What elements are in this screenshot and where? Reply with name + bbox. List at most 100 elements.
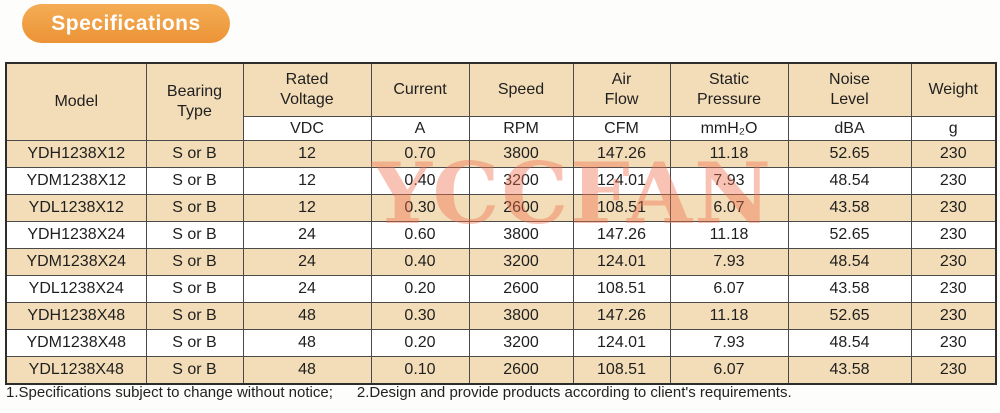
cell-noise-level: 52.65 [787, 302, 912, 330]
cell-air-flow: 124.01 [572, 248, 671, 276]
cell-noise-level: 48.54 [787, 329, 912, 357]
cell-static-pressure: 11.18 [669, 302, 789, 330]
cell-rated-voltage: 48 [242, 356, 372, 385]
cell-speed: 3800 [468, 140, 574, 168]
unit-header-air-flow: CFM [572, 116, 671, 141]
cell-bearing-type: S or B [145, 194, 244, 222]
cell-model: YDH1238X24 [5, 221, 147, 249]
cell-air-flow: 147.26 [572, 221, 671, 249]
unit-header-speed: RPM [468, 116, 574, 141]
cell-model: YDL1238X24 [5, 275, 147, 303]
column-header-air-flow: Air Flow [572, 62, 671, 117]
cell-model: YDH1238X12 [5, 140, 147, 168]
cell-bearing-type: S or B [145, 221, 244, 249]
cell-weight: 230 [910, 140, 997, 168]
cell-speed: 3800 [468, 302, 574, 330]
specifications-table: Model Bearing Type Rated Voltage Current Spe… [5, 62, 997, 385]
column-header-model: Model [5, 62, 147, 141]
table-row: YDL1238X24 S or B 24 0.20 2600 108.51 6.07 43.5… [5, 275, 997, 303]
table-row: YDL1238X12 S or B 12 0.30 2600 108.51 6.07 43.5… [5, 194, 997, 222]
cell-air-flow: 108.51 [572, 194, 671, 222]
cell-weight: 230 [910, 248, 997, 276]
cell-current: 0.40 [370, 248, 470, 276]
unit-header-weight: g [910, 116, 997, 141]
column-header-noise-level: Noise Level [787, 62, 912, 117]
cell-air-flow: 147.26 [572, 302, 671, 330]
cell-noise-level: 52.65 [787, 221, 912, 249]
table-row: YDH1238X24 S or B 24 0.60 3800 147.26 11.18 52.… [5, 221, 997, 249]
table-row: YDH1238X12 S or B 12 0.70 3800 147.26 11.18 52.… [5, 140, 997, 168]
cell-noise-level: 48.54 [787, 167, 912, 195]
unit-header-rated-voltage: VDC [242, 116, 372, 141]
cell-bearing-type: S or B [145, 167, 244, 195]
cell-air-flow: 147.26 [572, 140, 671, 168]
cell-air-flow: 124.01 [572, 167, 671, 195]
cell-model: YDM1238X12 [5, 167, 147, 195]
column-header-current: Current [370, 62, 470, 117]
cell-current: 0.10 [370, 356, 470, 385]
table-row: YDH1238X48 S or B 48 0.30 3800 147.26 11.18 52.… [5, 302, 997, 330]
cell-bearing-type: S or B [145, 275, 244, 303]
cell-weight: 230 [910, 167, 997, 195]
cell-speed: 3200 [468, 248, 574, 276]
cell-speed: 2600 [468, 275, 574, 303]
cell-current: 0.20 [370, 329, 470, 357]
cell-static-pressure: 7.93 [669, 248, 789, 276]
cell-rated-voltage: 24 [242, 221, 372, 249]
cell-rated-voltage: 12 [242, 140, 372, 168]
cell-bearing-type: S or B [145, 329, 244, 357]
cell-current: 0.30 [370, 302, 470, 330]
cell-static-pressure: 7.93 [669, 167, 789, 195]
table-row: YDM1238X24 S or B 24 0.40 3200 124.01 7.93 48.5… [5, 248, 997, 276]
table-header: Model Bearing Type Rated Voltage Current Spe… [5, 62, 997, 141]
cell-bearing-type: S or B [145, 248, 244, 276]
cell-rated-voltage: 48 [242, 329, 372, 357]
footnotes: 1.Specifications subject to change witho… [6, 384, 792, 401]
cell-current: 0.30 [370, 194, 470, 222]
table-body: YDH1238X12 S or B 12 0.70 3800 147.26 11.18 52.… [5, 140, 997, 385]
cell-static-pressure: 7.93 [669, 329, 789, 357]
cell-current: 0.20 [370, 275, 470, 303]
cell-speed: 3800 [468, 221, 574, 249]
cell-weight: 230 [910, 329, 997, 357]
cell-rated-voltage: 24 [242, 275, 372, 303]
cell-weight: 230 [910, 302, 997, 330]
cell-static-pressure: 11.18 [669, 221, 789, 249]
column-header-speed: Speed [468, 62, 574, 117]
cell-static-pressure: 6.07 [669, 194, 789, 222]
cell-speed: 3200 [468, 167, 574, 195]
cell-current: 0.70 [370, 140, 470, 168]
unit-header-current: A [370, 116, 470, 141]
cell-noise-level: 52.65 [787, 140, 912, 168]
cell-model: YDL1238X48 [5, 356, 147, 385]
column-header-bearing-type: Bearing Type [145, 62, 244, 141]
cell-weight: 230 [910, 356, 997, 385]
cell-model: YDL1238X12 [5, 194, 147, 222]
cell-speed: 2600 [468, 194, 574, 222]
cell-speed: 3200 [468, 329, 574, 357]
column-header-static-pressure: Static Pressure [669, 62, 789, 117]
cell-weight: 230 [910, 221, 997, 249]
cell-static-pressure: 11.18 [669, 140, 789, 168]
cell-rated-voltage: 24 [242, 248, 372, 276]
cell-air-flow: 108.51 [572, 275, 671, 303]
cell-speed: 2600 [468, 356, 574, 385]
banner-label: Specifications [51, 11, 201, 35]
unit-header-static-pressure: mmH₂O [669, 116, 789, 141]
cell-model: YDM1238X48 [5, 329, 147, 357]
cell-bearing-type: S or B [145, 140, 244, 168]
cell-air-flow: 124.01 [572, 329, 671, 357]
unit-header-noise-level: dBA [787, 116, 912, 141]
cell-static-pressure: 6.07 [669, 356, 789, 385]
cell-static-pressure: 6.07 [669, 275, 789, 303]
cell-air-flow: 108.51 [572, 356, 671, 385]
column-header-weight: Weight [910, 62, 997, 117]
cell-model: YDH1238X48 [5, 302, 147, 330]
specifications-banner: Specifications [22, 4, 230, 43]
cell-noise-level: 43.58 [787, 194, 912, 222]
cell-weight: 230 [910, 194, 997, 222]
column-header-rated-voltage: Rated Voltage [242, 62, 372, 117]
cell-rated-voltage: 12 [242, 194, 372, 222]
footnote-2: 2.Design and provide products according … [356, 384, 792, 401]
